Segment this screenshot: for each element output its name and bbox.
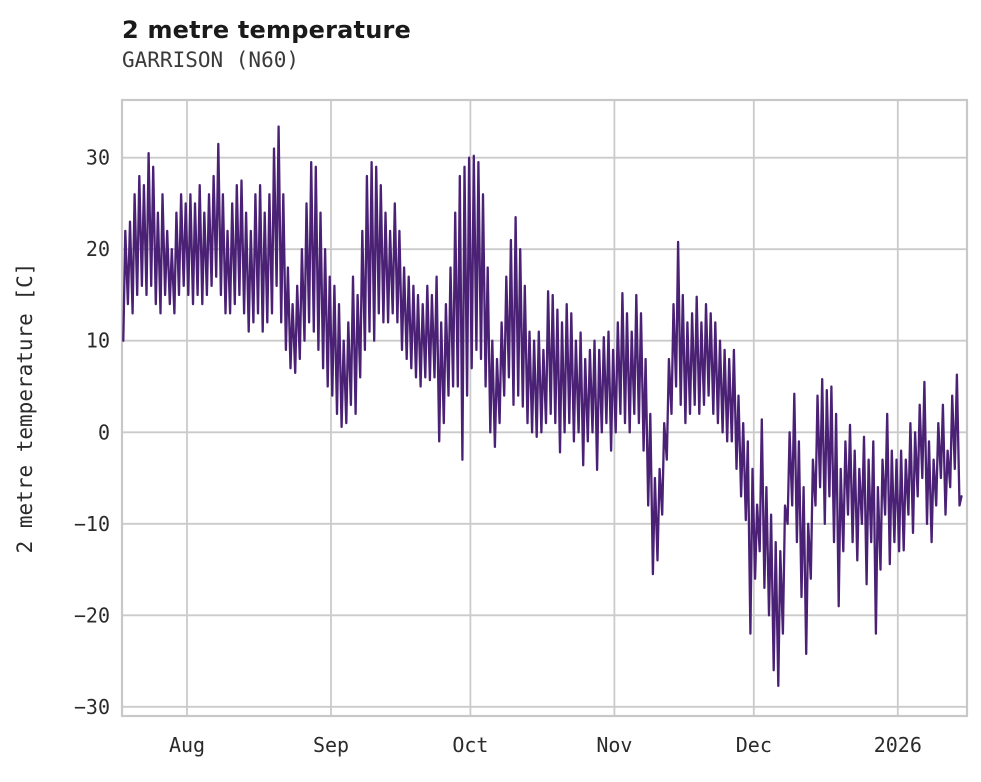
y-tick-label: 30 (86, 146, 110, 170)
x-tick-label: Dec (736, 733, 772, 757)
x-tick-label: Sep (313, 733, 349, 757)
chart-header: 2 metre temperature GARRISON (N60) (122, 14, 411, 74)
y-tick-label: −30 (74, 695, 110, 719)
y-tick-label: 10 (86, 329, 110, 353)
y-tick-label: 0 (98, 420, 110, 444)
temperature-series-line (122, 125, 963, 687)
x-tick-label: 2026 (874, 733, 922, 757)
x-tick-label: Aug (169, 733, 205, 757)
x-tick-label: Nov (596, 733, 632, 757)
plot-frame (120, 98, 969, 718)
x-tick-label: Oct (452, 733, 488, 757)
chart-subtitle: GARRISON (N60) (122, 48, 300, 72)
y-tick-label: −20 (74, 603, 110, 627)
y-tick-label: 20 (86, 237, 110, 261)
y-axis-label: 2 metre temperature [C] (13, 263, 37, 554)
tick-label-layer: 30 20 10 0 −10 −20 −30 Aug Sep Oct Nov Dec 2026 (74, 146, 922, 757)
y-tick-label: −10 (74, 512, 110, 536)
chart-title: 2 metre temperature (122, 16, 411, 44)
